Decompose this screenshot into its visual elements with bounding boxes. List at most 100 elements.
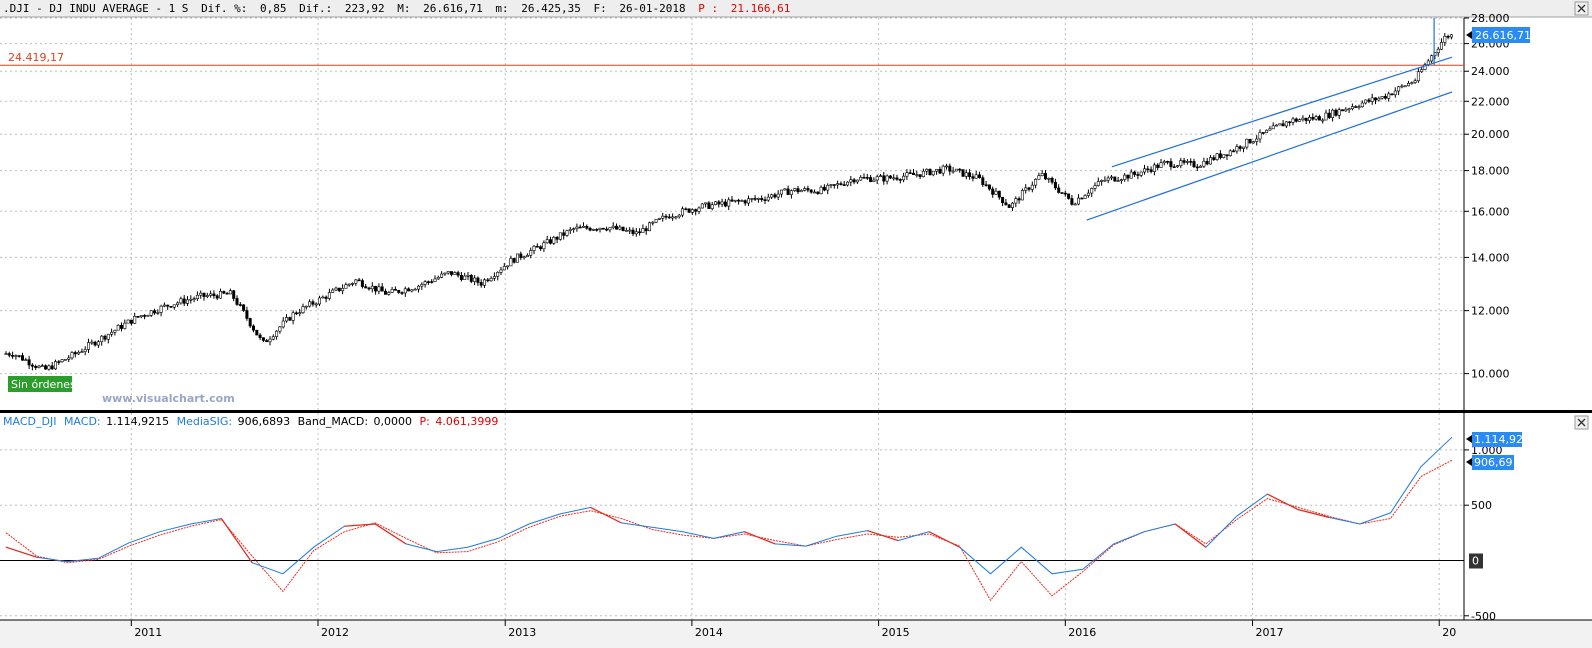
candle <box>248 317 252 329</box>
candle <box>1265 129 1269 134</box>
candle <box>941 164 945 177</box>
panel-divider[interactable] <box>0 410 1592 413</box>
candle <box>578 224 582 229</box>
candle <box>1159 158 1163 168</box>
candle <box>1192 158 1196 168</box>
candle <box>413 287 417 291</box>
candle <box>354 279 358 286</box>
candle <box>24 357 28 362</box>
candle <box>1364 99 1368 105</box>
candle <box>832 184 836 189</box>
orders-badge[interactable]: Sin órdenes <box>8 376 76 392</box>
candle <box>786 185 790 195</box>
candle <box>1189 158 1193 166</box>
candle <box>1360 100 1364 108</box>
candle <box>1261 132 1265 135</box>
candle <box>1090 187 1094 198</box>
candle <box>921 168 925 178</box>
candle <box>1057 184 1061 194</box>
signal-last-arrow-icon <box>1466 458 1472 466</box>
candle <box>1182 157 1186 165</box>
header-dif-label: Dif.: <box>299 2 332 15</box>
candle <box>552 235 556 245</box>
candle <box>1341 109 1345 112</box>
candle <box>473 275 477 286</box>
candle <box>499 266 503 275</box>
candle <box>710 201 714 211</box>
price-plot-area <box>0 18 1464 410</box>
candle <box>433 275 437 283</box>
header-date: 26-01-2018 <box>619 2 685 15</box>
candle <box>812 189 816 194</box>
candle <box>1162 159 1166 166</box>
candle <box>859 175 863 181</box>
candle <box>364 284 368 289</box>
candle <box>436 275 440 280</box>
price-y-tick-label: 10.000 <box>1471 368 1510 381</box>
price-y-axis: 28.00026.00024.00022.00020.00018.00016.0… <box>1464 12 1510 381</box>
candle <box>1367 98 1371 104</box>
candle <box>852 177 856 185</box>
candle <box>1143 164 1147 175</box>
x-tick-label: 2014 <box>695 626 723 639</box>
candle <box>139 315 143 319</box>
candle <box>1205 157 1209 166</box>
candle <box>110 328 114 337</box>
candle <box>981 175 985 187</box>
candle <box>750 197 754 203</box>
candle <box>1380 96 1384 100</box>
candle <box>370 282 374 293</box>
candle <box>766 193 770 202</box>
candle <box>925 168 929 175</box>
candle <box>760 195 764 202</box>
candle <box>515 253 519 263</box>
candle <box>1169 158 1173 170</box>
candle <box>799 189 803 193</box>
candle <box>60 359 64 363</box>
candle <box>1258 129 1262 143</box>
candle <box>463 272 467 281</box>
candle <box>1040 170 1044 177</box>
macd-close-button[interactable] <box>1574 415 1589 430</box>
candle <box>555 235 559 244</box>
candle <box>737 198 741 205</box>
candle <box>1383 93 1387 100</box>
x-tick-label: 2016 <box>1068 626 1096 639</box>
header-dif-pct-label: Dif. %: <box>201 2 247 15</box>
candle <box>308 299 312 308</box>
candle <box>690 208 694 215</box>
candle <box>1050 176 1054 185</box>
candle <box>40 363 44 368</box>
candle <box>548 236 552 245</box>
candle <box>1139 171 1143 178</box>
candle <box>935 168 939 175</box>
candle <box>1268 126 1272 131</box>
channel-upper-line[interactable] <box>1111 56 1453 168</box>
candle <box>519 251 523 261</box>
candle <box>1063 190 1067 197</box>
macd-last-arrow-icon <box>1466 435 1472 443</box>
candle <box>189 295 193 304</box>
candle <box>746 195 750 207</box>
header-p-label: P : <box>698 2 718 15</box>
header-ticker: .DJI - DJ INDU AVERAGE - 1 S <box>3 2 188 15</box>
candle <box>829 184 833 189</box>
candle <box>347 283 351 287</box>
price-y-tick-label: 28.000 <box>1471 12 1510 25</box>
candle <box>63 358 67 361</box>
close-panel-button[interactable] <box>1574 1 1589 16</box>
candle <box>1284 121 1288 129</box>
horizontal-level-label: 24.419,17 <box>8 51 64 64</box>
candle <box>1083 194 1087 199</box>
candle <box>961 169 965 178</box>
candle <box>360 278 364 289</box>
candle <box>47 364 51 371</box>
candle <box>1430 54 1434 64</box>
candle <box>776 190 780 201</box>
macd-title-value: 1.114,9215 <box>106 415 169 428</box>
candle <box>535 243 539 248</box>
candle <box>446 271 450 275</box>
candle <box>1410 81 1414 85</box>
channel-lower-line[interactable] <box>1086 91 1453 221</box>
band-title-label: Band_MACD: <box>298 415 368 428</box>
